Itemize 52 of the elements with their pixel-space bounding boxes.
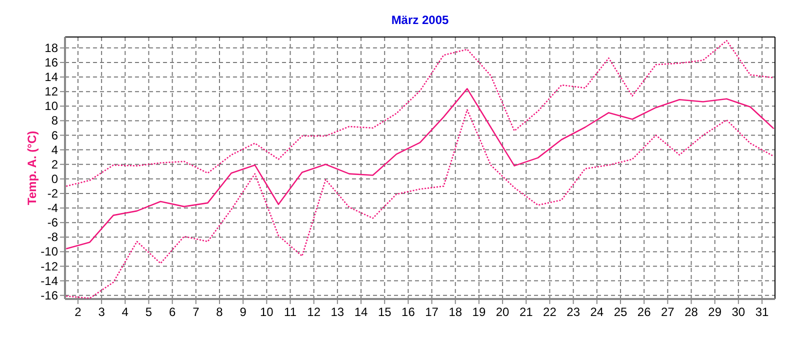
x-tick-label: 14 <box>354 305 368 319</box>
x-tick-label: 24 <box>590 305 604 319</box>
y-tick-label: -16 <box>40 288 58 302</box>
x-tick-label: 31 <box>755 305 770 319</box>
y-tick-label: -4 <box>47 201 58 216</box>
y-tick-label: -10 <box>40 244 58 259</box>
x-tick-label: 12 <box>307 305 321 319</box>
x-tick-label: 30 <box>732 305 746 319</box>
x-tick-label: 27 <box>660 305 675 319</box>
x-tick-label: 5 <box>145 305 152 319</box>
y-tick-label: 6 <box>51 128 58 142</box>
y-tick-label: -12 <box>40 259 58 274</box>
x-tick-label: 19 <box>472 305 486 319</box>
x-tick-label: 17 <box>425 305 439 319</box>
line-series <box>66 88 774 250</box>
y-tick-label: 16 <box>44 55 58 70</box>
y-axis-title: Temp. A. (°C) <box>25 130 39 206</box>
x-tick-label: 8 <box>216 305 224 319</box>
y-tick-label: 4 <box>51 142 58 157</box>
x-tick-label: 15 <box>378 305 392 319</box>
x-tick-label: 13 <box>330 305 344 319</box>
x-tick-label: 26 <box>637 305 652 319</box>
y-tick-label: -14 <box>40 274 58 288</box>
y-tick-label: -6 <box>47 216 58 230</box>
y-tick-label: 10 <box>44 99 58 114</box>
x-tick-label: 25 <box>614 305 628 319</box>
x-tick-label: 29 <box>708 305 722 319</box>
x-tick-label: 6 <box>168 305 176 319</box>
x-tick-label: 28 <box>684 305 698 319</box>
x-tick-label: 11 <box>284 305 297 319</box>
y-tick-label: -2 <box>47 186 58 200</box>
x-tick-label: 9 <box>240 305 247 319</box>
y-tick-label: 0 <box>51 172 58 186</box>
x-tick-label: 23 <box>566 305 580 319</box>
y-tick-label: 8 <box>51 114 58 128</box>
x-tick-label: 10 <box>260 305 274 319</box>
x-tick-label: 7 <box>192 305 200 319</box>
y-tick-label: -8 <box>47 230 58 244</box>
x-tick-label: 2 <box>74 305 82 319</box>
x-tick-label: 18 <box>448 305 462 319</box>
x-tick-label: 20 <box>496 305 510 319</box>
x-tick-label: 16 <box>402 305 416 319</box>
x-tick-label: 22 <box>543 305 557 319</box>
x-tick-label: 21 <box>519 305 534 319</box>
x-tick-label: 4 <box>122 305 129 319</box>
y-tick-label: 14 <box>44 70 58 84</box>
y-tick-label: 12 <box>44 84 58 99</box>
line-series <box>66 40 774 187</box>
y-tick-label: 18 <box>44 40 58 55</box>
x-tick-label: 3 <box>98 305 106 319</box>
y-tick-label: 2 <box>51 157 58 172</box>
chart-title: März 2005 <box>391 13 450 27</box>
